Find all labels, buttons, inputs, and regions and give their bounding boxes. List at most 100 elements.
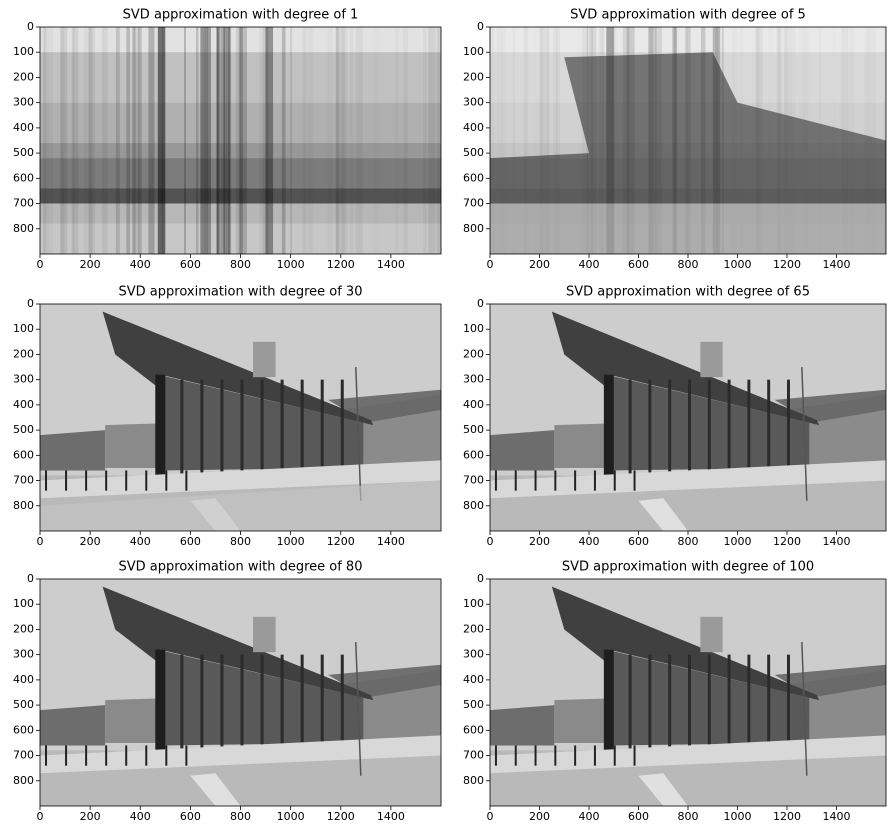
image-region — [634, 470, 636, 490]
y-tick-label: 0 — [27, 572, 34, 585]
image-region — [241, 655, 244, 751]
image-region — [65, 470, 67, 490]
image-region — [554, 470, 556, 490]
image-region — [200, 27, 205, 254]
image-region — [261, 655, 264, 751]
image-region — [238, 27, 240, 254]
image-region — [700, 617, 722, 652]
y-tick-label: 100 — [463, 322, 484, 335]
x-tick-label: 200 — [80, 810, 101, 823]
image-region — [220, 655, 223, 751]
image-region — [356, 27, 363, 254]
image-region — [535, 745, 537, 765]
image-region — [614, 745, 616, 765]
y-tick-label: 500 — [463, 423, 484, 436]
image-region — [341, 655, 344, 751]
image — [40, 27, 443, 254]
image-region — [241, 380, 244, 476]
figure: SVD approximation with degree of 1020040… — [0, 0, 887, 824]
image-region — [490, 705, 554, 745]
image-region — [43, 27, 49, 254]
image-region — [700, 342, 722, 377]
y-tick-label: 400 — [463, 398, 484, 411]
x-tick-label: 800 — [230, 810, 251, 823]
image-region — [155, 650, 165, 756]
y-tick-label: 600 — [13, 723, 34, 736]
x-tick-label: 1400 — [823, 258, 851, 271]
image-region — [207, 27, 211, 254]
image-region — [236, 27, 238, 254]
image-region — [395, 27, 399, 254]
y-tick-label: 400 — [13, 398, 34, 411]
x-tick-label: 0 — [37, 810, 44, 823]
image-region — [301, 380, 304, 476]
image-region — [311, 27, 313, 254]
x-tick-label: 0 — [37, 258, 44, 271]
image-region — [200, 380, 203, 476]
image — [40, 579, 441, 806]
x-tick-label: 400 — [130, 258, 151, 271]
x-tick-label: 800 — [230, 535, 251, 548]
y-tick-label: 400 — [13, 673, 34, 686]
x-tick-label: 1000 — [724, 535, 752, 548]
x-tick-label: 400 — [579, 535, 600, 548]
image-region — [105, 745, 107, 765]
x-tick-label: 1200 — [327, 258, 355, 271]
x-tick-label: 1400 — [823, 810, 851, 823]
image-region — [132, 27, 135, 254]
image-region — [495, 470, 497, 490]
x-tick-label: 1200 — [773, 535, 801, 548]
y-tick-label: 800 — [13, 774, 34, 787]
x-tick-label: 1200 — [327, 810, 355, 823]
image-region — [767, 655, 770, 751]
x-tick-label: 1400 — [377, 810, 405, 823]
x-tick-label: 600 — [180, 258, 201, 271]
y-tick-label: 300 — [13, 373, 34, 386]
image-region — [116, 27, 120, 254]
x-tick-label: 1000 — [277, 258, 305, 271]
image-region — [135, 27, 141, 254]
image-region — [61, 27, 65, 254]
x-tick-label: 600 — [628, 535, 649, 548]
image-region — [40, 430, 105, 470]
image-region — [85, 470, 87, 490]
y-tick-label: 500 — [13, 423, 34, 436]
y-tick-label: 600 — [463, 171, 484, 184]
y-tick-label: 200 — [463, 622, 484, 635]
image-region — [148, 27, 154, 254]
title: SVD approximation with degree of 5 — [570, 8, 806, 23]
image-region — [155, 375, 165, 481]
image-region — [281, 655, 284, 751]
y-tick-label: 500 — [463, 146, 484, 159]
x-tick-label: 400 — [130, 810, 151, 823]
y-tick-label: 500 — [13, 698, 34, 711]
image-region — [220, 380, 223, 476]
image-region — [224, 27, 231, 254]
y-tick-label: 0 — [477, 572, 484, 585]
x-tick-label: 200 — [529, 258, 550, 271]
image-region — [787, 380, 790, 476]
y-tick-label: 700 — [463, 474, 484, 487]
image-region — [574, 470, 576, 490]
image-region — [200, 655, 203, 751]
image — [40, 304, 441, 531]
y-tick-label: 500 — [463, 698, 484, 711]
image-region — [85, 745, 87, 765]
image-region — [399, 27, 402, 254]
y-tick-label: 300 — [463, 96, 484, 109]
image-region — [495, 745, 497, 765]
x-tick-label: 1400 — [823, 535, 851, 548]
y-tick-label: 100 — [13, 597, 34, 610]
image-region — [321, 655, 324, 751]
x-tick-label: 400 — [579, 258, 600, 271]
image-region — [88, 27, 95, 254]
image-region — [428, 27, 435, 254]
x-tick-label: 1400 — [377, 258, 405, 271]
y-tick-label: 600 — [13, 171, 34, 184]
image-region — [535, 470, 537, 490]
x-tick-label: 800 — [678, 810, 699, 823]
x-tick-label: 200 — [80, 535, 101, 548]
image — [490, 27, 887, 254]
image-region — [629, 380, 632, 476]
image-region — [629, 655, 632, 751]
